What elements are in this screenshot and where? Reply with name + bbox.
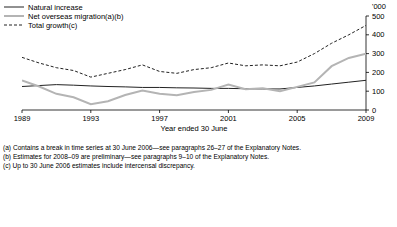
footnote: (b) Estimates for 2008–09 are preliminar… xyxy=(3,153,269,161)
y-axis xyxy=(366,16,367,110)
series-line xyxy=(22,25,366,77)
y-tick xyxy=(366,53,369,54)
x-axis xyxy=(22,110,366,111)
x-tick-label: 2005 xyxy=(289,114,306,123)
x-tick-label: 1989 xyxy=(14,114,31,123)
y-tick xyxy=(366,110,369,111)
x-tick xyxy=(22,110,23,113)
legend-label: Net overseas migration(a)(b) xyxy=(28,12,124,21)
legend-label: Total growth(c) xyxy=(28,21,78,30)
x-tick xyxy=(159,110,160,113)
y-axis-label: '000 xyxy=(372,2,386,11)
x-tick xyxy=(90,110,91,113)
x-tick-label: 1993 xyxy=(82,114,99,123)
x-tick xyxy=(297,110,298,113)
legend-swatch xyxy=(4,25,24,26)
footnote: (c) Up to 30 June 2006 estimates include… xyxy=(3,162,195,170)
x-tick xyxy=(228,110,229,113)
y-tick xyxy=(366,34,369,35)
y-tick xyxy=(366,16,369,17)
legend-swatch xyxy=(4,7,24,8)
legend-label: Natural increase xyxy=(28,3,83,12)
y-tick-label: 200 xyxy=(372,68,385,77)
footnote: (a) Contains a break in time series at 3… xyxy=(3,144,301,152)
y-tick-label: 500 xyxy=(372,12,385,21)
plot-area xyxy=(22,25,366,104)
chart: 0100200300400500'00019891993199720012005… xyxy=(0,0,397,227)
y-tick xyxy=(366,72,369,73)
legend-swatch xyxy=(4,15,24,17)
y-tick xyxy=(366,91,369,92)
series-line xyxy=(22,54,366,104)
y-tick-label: 100 xyxy=(372,87,385,96)
y-tick-label: 300 xyxy=(372,49,385,58)
x-tick-label: 2009 xyxy=(358,114,375,123)
x-tick xyxy=(366,110,367,113)
x-tick-label: 1997 xyxy=(151,114,168,123)
x-axis-label: Year ended 30 June xyxy=(161,124,228,133)
x-tick-label: 2001 xyxy=(220,114,237,123)
y-tick-label: 400 xyxy=(372,30,385,39)
